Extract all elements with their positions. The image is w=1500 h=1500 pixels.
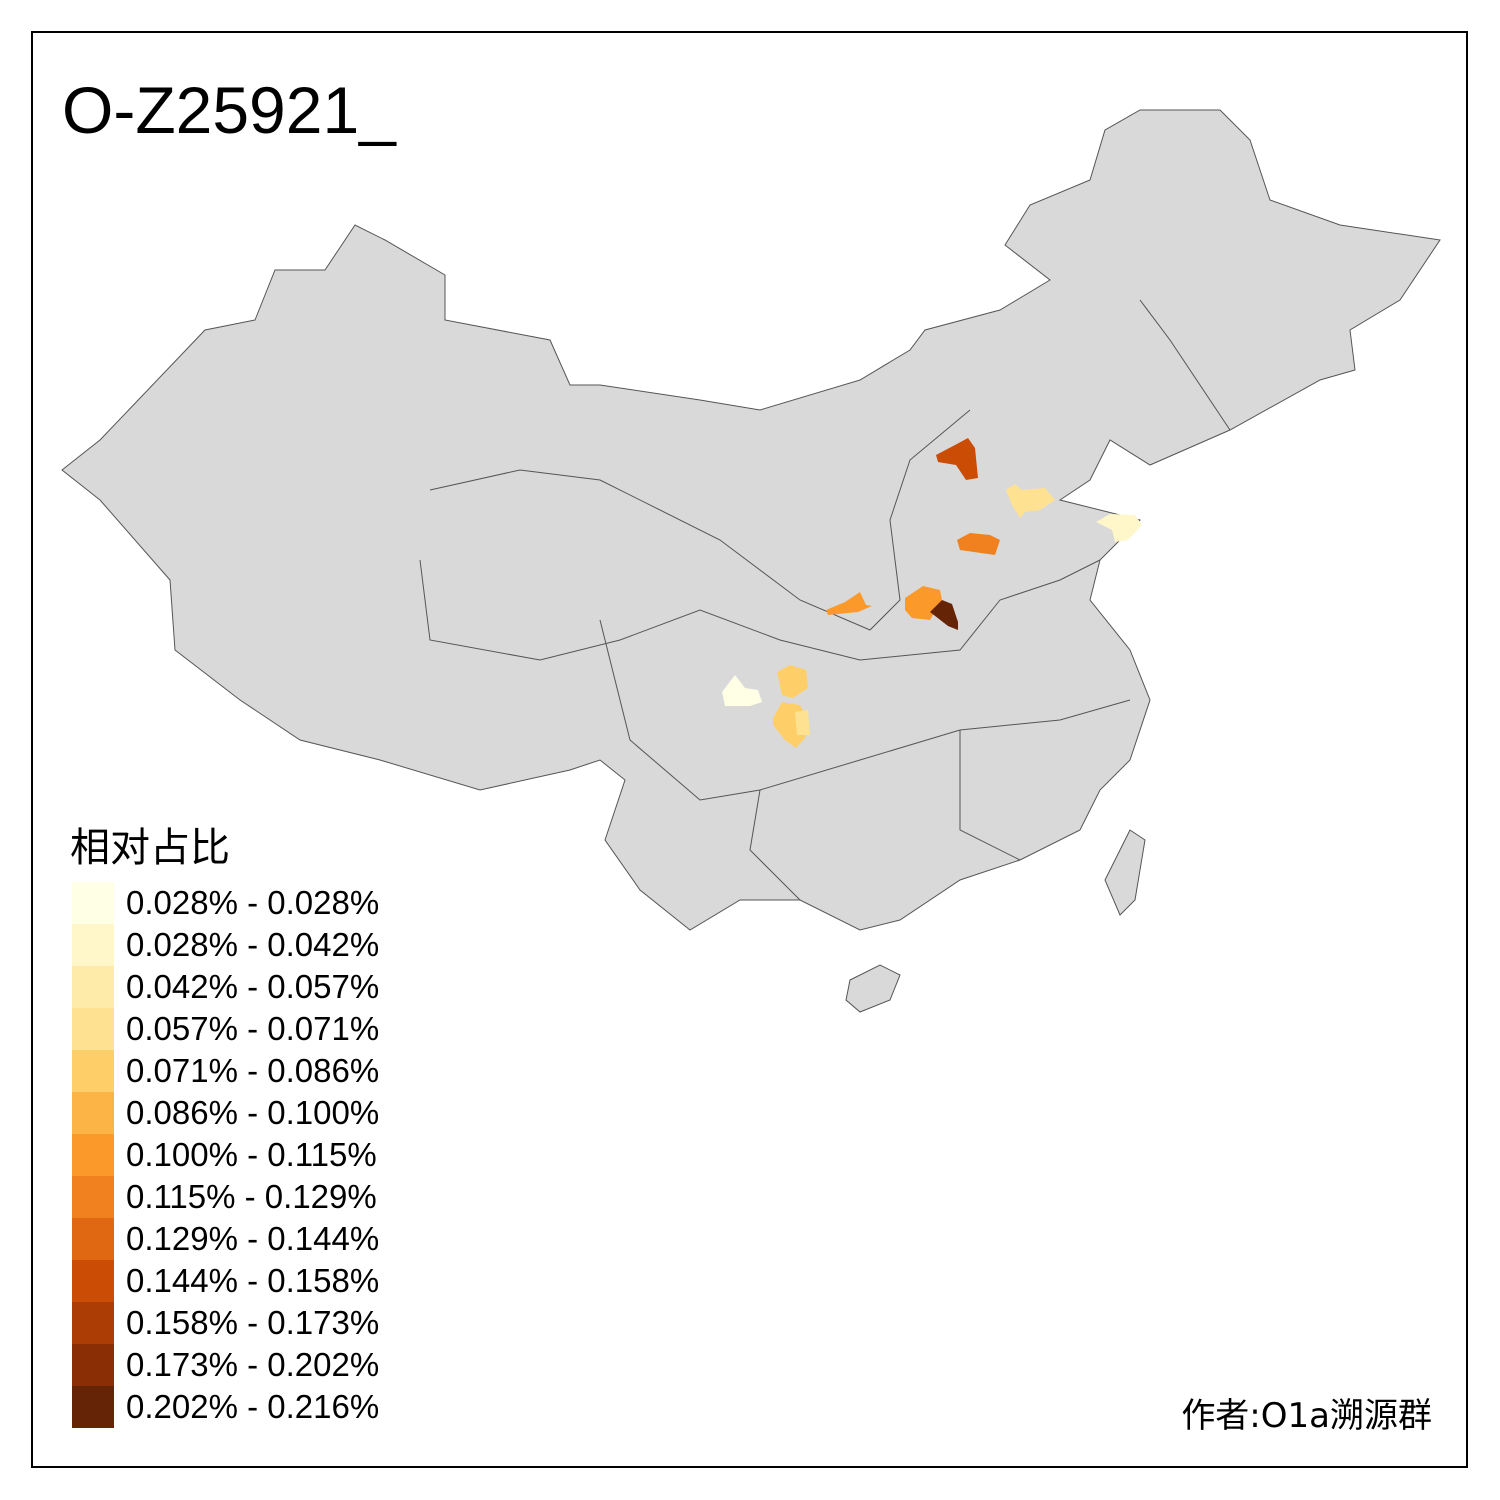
- hainan-region: [845, 964, 901, 1013]
- legend-item: 0.028% - 0.028%: [72, 882, 379, 924]
- region-henan: [930, 600, 958, 630]
- legend-item: 0.071% - 0.086%: [72, 1050, 379, 1092]
- legend-swatch: [72, 882, 114, 924]
- legend-swatch: [72, 924, 114, 966]
- legend-label: 0.071% - 0.086%: [126, 1052, 380, 1089]
- province-border: [959, 730, 1021, 861]
- region-sichuan: [777, 665, 808, 698]
- region-shanxi-south: [957, 533, 1000, 555]
- region-chongqing-east: [795, 710, 810, 735]
- legend-swatch: [72, 966, 114, 1008]
- legend-item: 0.028% - 0.042%: [72, 924, 379, 966]
- legend-label: 0.042% - 0.057%: [126, 968, 380, 1005]
- legend-label: 0.100% - 0.115%: [126, 1136, 377, 1173]
- legend-item: 0.202% - 0.216%: [72, 1386, 379, 1428]
- legend-swatch: [72, 1386, 114, 1428]
- province-border: [1139, 299, 1231, 431]
- legend-label: 0.028% - 0.028%: [126, 884, 380, 921]
- legend-label: 0.144% - 0.158%: [126, 1262, 380, 1299]
- legend-label: 0.173% - 0.202%: [126, 1346, 380, 1383]
- legend-item: 0.086% - 0.100%: [72, 1092, 379, 1134]
- region-hebei: [1006, 484, 1055, 518]
- legend-item: 0.057% - 0.071%: [72, 1008, 379, 1050]
- legend-label: 0.057% - 0.071%: [126, 1010, 380, 1047]
- region-sichuan-west: [722, 675, 762, 706]
- taiwan-region: [1104, 829, 1146, 916]
- legend-label: 0.028% - 0.042%: [126, 926, 380, 963]
- province-border: [429, 409, 971, 631]
- legend-label: 0.129% - 0.144%: [126, 1220, 380, 1257]
- province-border: [599, 619, 1131, 801]
- legend-label: 0.086% - 0.100%: [126, 1094, 380, 1131]
- legend: 0.028% - 0.028% 0.028% - 0.042% 0.042% - 0…: [72, 882, 379, 1428]
- legend-label: 0.158% - 0.173%: [126, 1304, 380, 1341]
- legend-swatch: [72, 1134, 114, 1176]
- province-border: [419, 559, 1101, 661]
- region-shanxi-north: [936, 438, 978, 480]
- legend-swatch: [72, 1260, 114, 1302]
- region-shaanxi: [826, 592, 872, 615]
- legend-swatch: [72, 1008, 114, 1050]
- plot-frame: [31, 31, 1468, 1468]
- legend-item: 0.042% - 0.057%: [72, 966, 379, 1008]
- province-border: [749, 789, 801, 901]
- mainland-region: [61, 109, 1441, 931]
- legend-item: 0.100% - 0.115%: [72, 1134, 379, 1176]
- legend-item: 0.129% - 0.144%: [72, 1218, 379, 1260]
- legend-swatch: [72, 1218, 114, 1260]
- legend-label: 0.202% - 0.216%: [126, 1388, 380, 1425]
- legend-label: 0.115% - 0.129%: [126, 1178, 377, 1215]
- map-title: O-Z25921_: [62, 73, 396, 147]
- region-shandong: [1096, 514, 1142, 542]
- author-credit: 作者:O1a溯源群: [1181, 1396, 1432, 1436]
- legend-title: 相对占比: [70, 825, 230, 871]
- legend-item: 0.173% - 0.202%: [72, 1344, 379, 1386]
- legend-item: 0.158% - 0.173%: [72, 1302, 379, 1344]
- legend-swatch: [72, 1176, 114, 1218]
- legend-swatch: [72, 1092, 114, 1134]
- legend-item: 0.115% - 0.129%: [72, 1176, 379, 1218]
- legend-swatch: [72, 1302, 114, 1344]
- legend-swatch: [72, 1050, 114, 1092]
- legend-swatch: [72, 1344, 114, 1386]
- legend-item: 0.144% - 0.158%: [72, 1260, 379, 1302]
